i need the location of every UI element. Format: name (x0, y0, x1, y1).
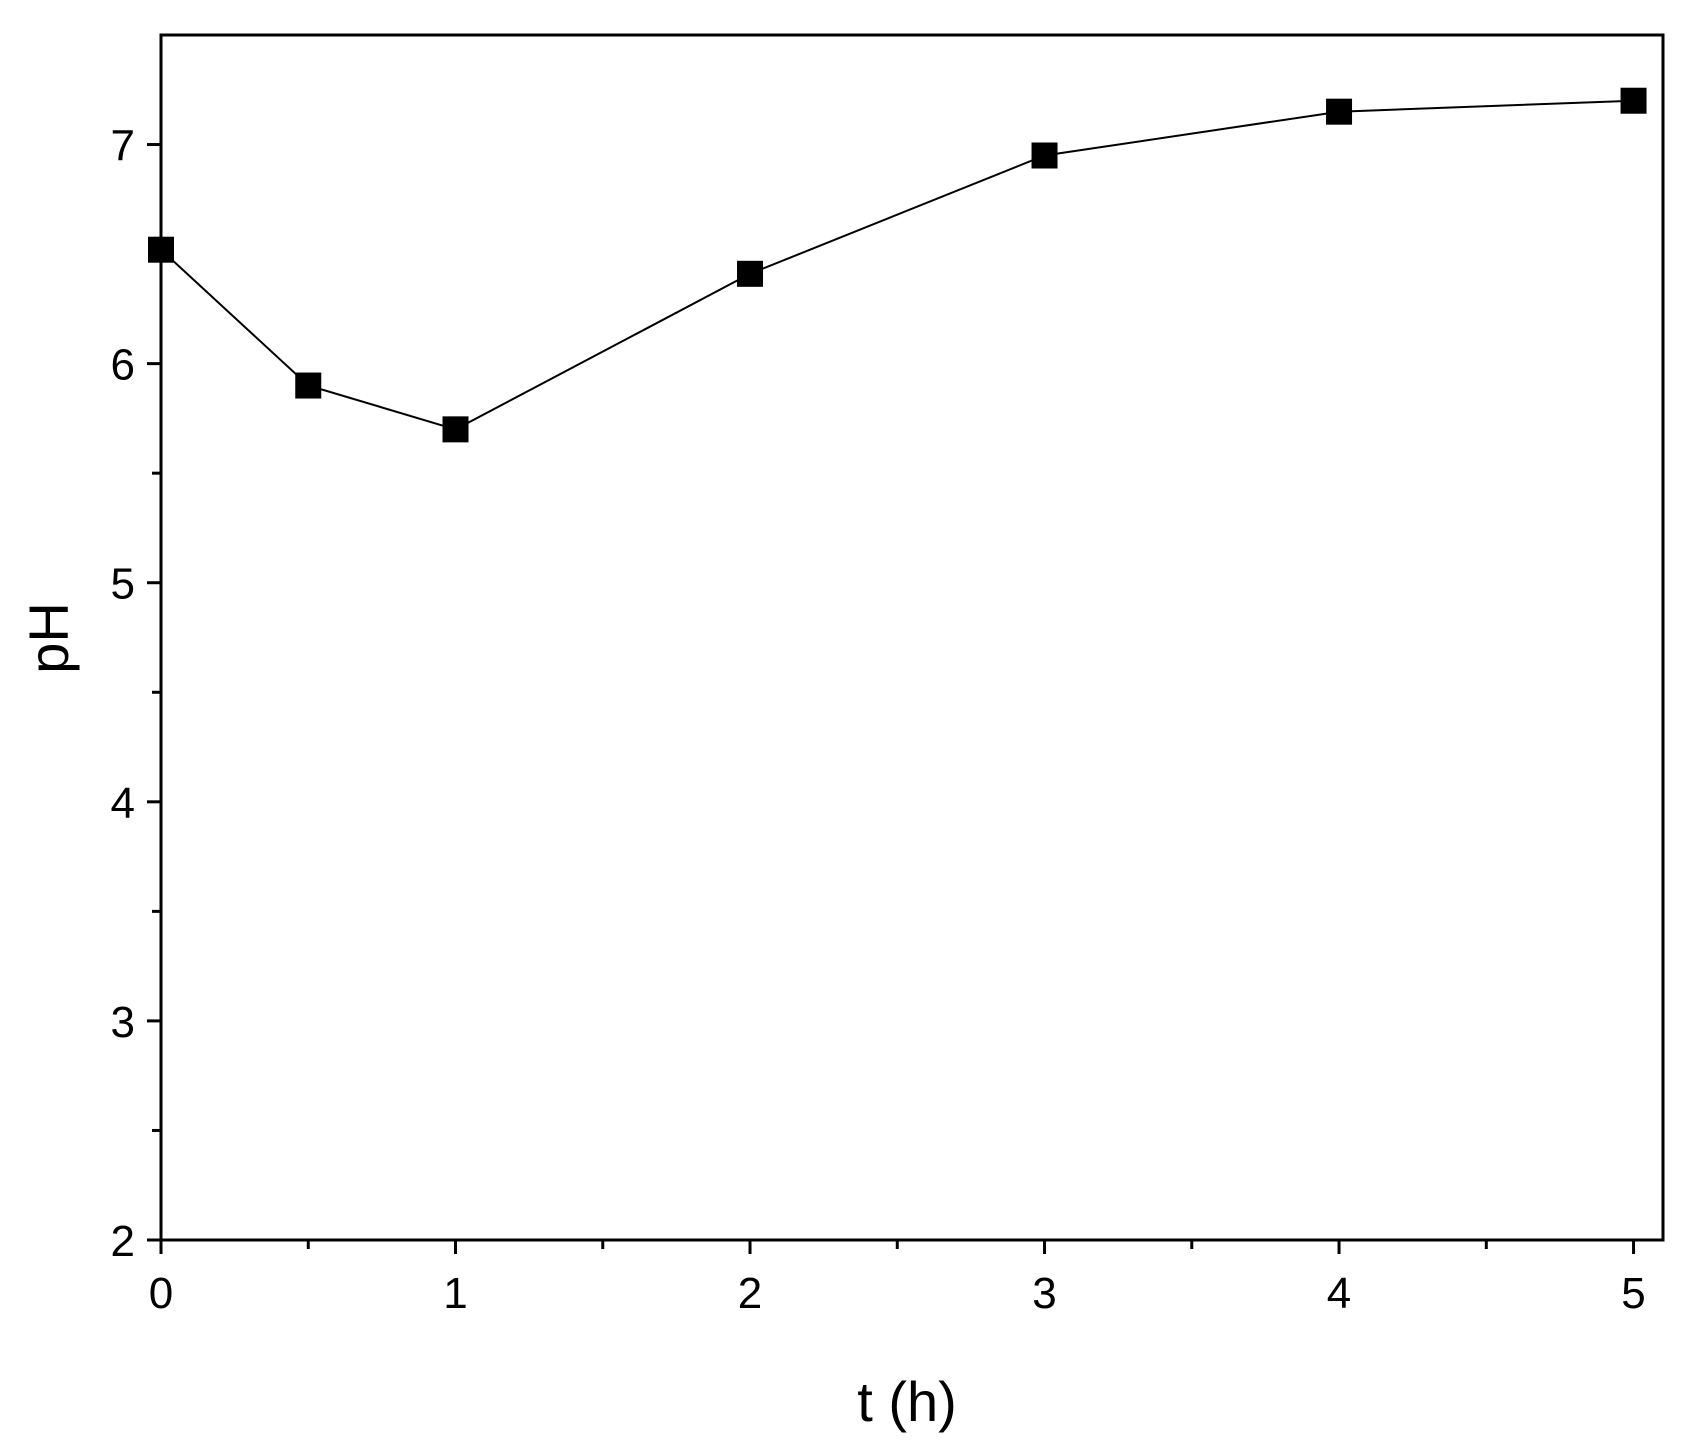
x-axis-title: t (h) (857, 1370, 957, 1433)
data-point (295, 372, 322, 399)
data-point (442, 416, 469, 443)
data-point (1031, 142, 1058, 169)
y-tick-label: 3 (111, 998, 135, 1047)
x-tick-label: 2 (738, 1269, 762, 1318)
data-point (1326, 98, 1353, 125)
y-tick-label: 2 (111, 1217, 135, 1266)
x-tick-label: 3 (1032, 1269, 1056, 1318)
y-tick-label: 7 (111, 122, 135, 171)
y-tick-label: 5 (111, 560, 135, 609)
data-point (1620, 87, 1647, 114)
x-tick-label: 0 (149, 1269, 173, 1318)
x-tick-label: 1 (443, 1269, 467, 1318)
x-tick-label: 5 (1621, 1269, 1645, 1318)
y-axis-title: pH (17, 602, 80, 674)
y-tick-label: 6 (111, 341, 135, 390)
data-point (737, 260, 764, 287)
plot-frame (159, 33, 1665, 1242)
series-layer (148, 87, 1647, 443)
x-tick-label: 4 (1327, 1269, 1351, 1318)
y-tick-label: 4 (111, 779, 135, 828)
axes-layer: 0 1 2 3 4 5 2 3 4 5 6 7 (111, 33, 1665, 1318)
